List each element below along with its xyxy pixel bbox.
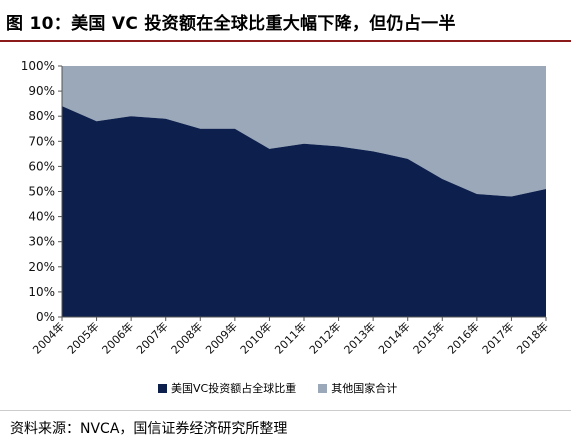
legend-swatch-other: [318, 383, 328, 393]
y-tick-label: 30%: [28, 235, 55, 249]
title-divider: [0, 40, 571, 42]
y-tick-label: 70%: [28, 134, 55, 148]
source-note: 资料来源：NVCA，国信证券经济研究所整理: [10, 421, 288, 437]
y-tick-label: 20%: [28, 260, 55, 274]
y-tick-label: 80%: [28, 109, 55, 123]
x-tick-label: 2006年: [99, 319, 136, 356]
y-tick-label: 100%: [21, 59, 55, 73]
x-tick-label: 2018年: [514, 319, 551, 356]
y-tick-label: 50%: [28, 185, 55, 199]
legend-swatch-us: [158, 383, 167, 393]
legend-label-us: 美国VC投资额占全球比重: [171, 382, 297, 395]
x-tick-label: 2010年: [237, 319, 274, 356]
x-tick-label: 2014年: [375, 319, 412, 356]
x-tick-label: 2012年: [306, 319, 343, 356]
area-series-other: [62, 66, 546, 197]
x-tick-label: 2016年: [445, 319, 482, 356]
legend-item-other: 其他国家合计: [318, 380, 397, 396]
y-tick-label: 40%: [28, 210, 55, 224]
area-chart: 0%10%20%30%40%50%60%70%80%90%100%2004年20…: [21, 59, 551, 357]
legend-item-us: 美国VC投资额占全球比重: [158, 380, 296, 396]
legend-label-other: 其他国家合计: [331, 382, 398, 395]
area-series-us: [62, 106, 546, 317]
y-tick-label: 0%: [36, 310, 55, 324]
x-tick-label: 2009年: [203, 319, 240, 356]
x-tick-label: 2015年: [410, 319, 447, 356]
chart-title: 图 10：美国 VC 投资额在全球比重大幅下降，但仍占一半: [6, 14, 456, 34]
x-tick-label: 2005年: [64, 319, 101, 356]
chart-legend: 美国VC投资额占全球比重 其他国家合计: [158, 380, 419, 396]
y-tick-label: 90%: [28, 84, 55, 98]
x-tick-label: 2013年: [341, 319, 378, 356]
x-tick-label: 2004年: [30, 319, 67, 356]
x-tick-label: 2007年: [133, 319, 170, 356]
x-tick-label: 2017年: [479, 319, 516, 356]
source-divider: [0, 410, 571, 411]
x-tick-label: 2011年: [272, 319, 309, 356]
y-tick-label: 10%: [28, 285, 55, 299]
y-tick-label: 60%: [28, 159, 55, 173]
x-tick-label: 2008年: [168, 319, 205, 356]
